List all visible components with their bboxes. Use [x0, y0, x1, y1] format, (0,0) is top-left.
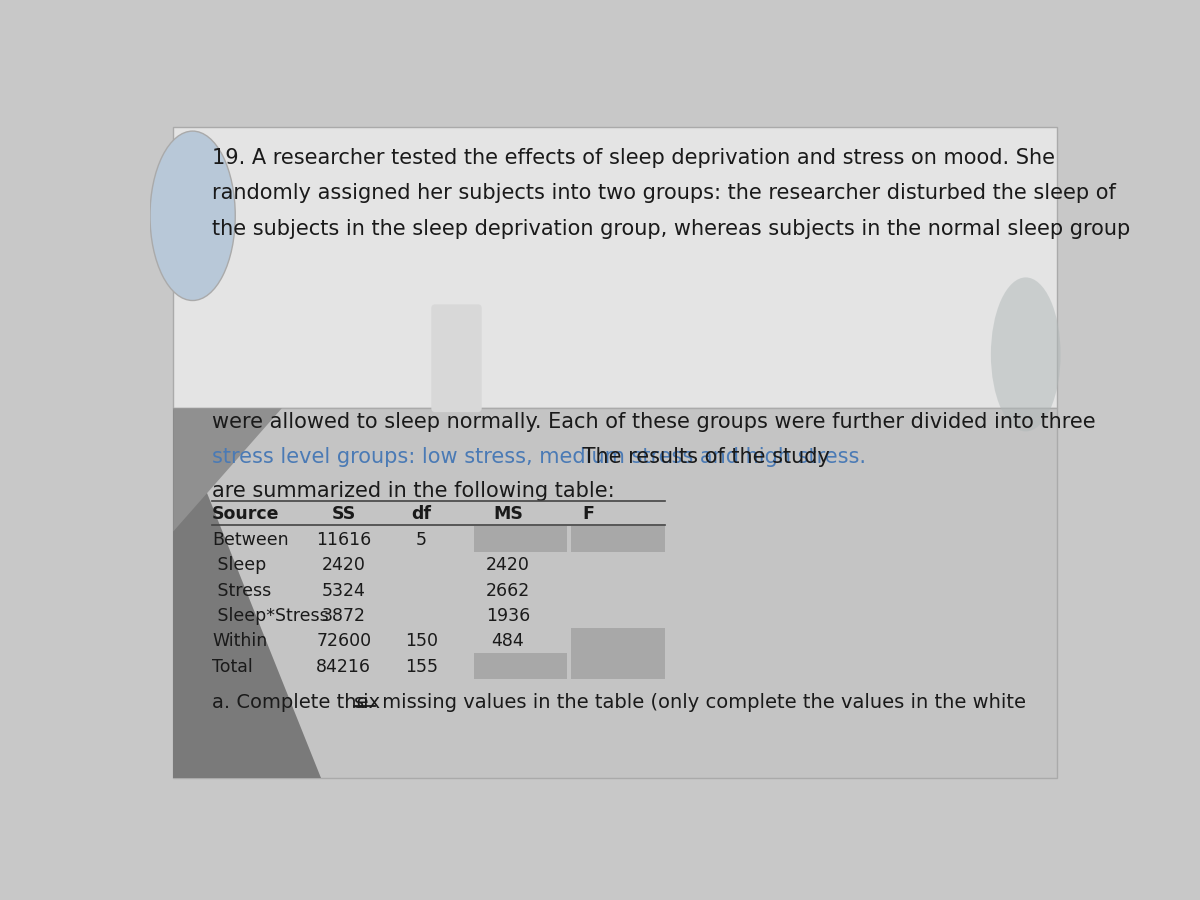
- Text: a. Complete the: a. Complete the: [212, 693, 374, 712]
- Bar: [474, 526, 566, 552]
- Text: were allowed to sleep normally. Each of these groups were further divided into t: were allowed to sleep normally. Each of …: [212, 412, 1096, 432]
- Polygon shape: [173, 409, 320, 778]
- Bar: [571, 526, 665, 552]
- Text: six: six: [354, 693, 380, 712]
- Text: 84216: 84216: [317, 658, 371, 676]
- Text: 5: 5: [415, 531, 427, 549]
- Text: 1936: 1936: [486, 607, 530, 625]
- Bar: [474, 653, 566, 679]
- Text: 150: 150: [404, 633, 438, 651]
- Text: The results of the study: The results of the study: [576, 446, 830, 467]
- Text: missing values in the table (only complete the values in the white: missing values in the table (only comple…: [377, 693, 1026, 712]
- Text: randomly assigned her subjects into two groups: the researcher disturbed the sle: randomly assigned her subjects into two …: [212, 184, 1116, 203]
- Ellipse shape: [150, 131, 235, 301]
- Bar: [571, 628, 665, 653]
- Text: 484: 484: [492, 633, 524, 651]
- Text: 155: 155: [404, 658, 438, 676]
- Bar: [173, 409, 1057, 778]
- Text: SS: SS: [331, 505, 356, 523]
- Text: 2420: 2420: [486, 556, 530, 574]
- Text: stress level groups: low stress, medium stress and high stress.: stress level groups: low stress, medium …: [212, 446, 866, 467]
- Text: 3872: 3872: [322, 607, 366, 625]
- Bar: [173, 127, 1057, 409]
- Text: Sleep*Stress: Sleep*Stress: [212, 607, 329, 625]
- Text: Within: Within: [212, 633, 268, 651]
- Text: 2420: 2420: [322, 556, 366, 574]
- Text: MS: MS: [493, 505, 523, 523]
- Ellipse shape: [991, 277, 1061, 431]
- Text: 11616: 11616: [316, 531, 371, 549]
- FancyBboxPatch shape: [431, 304, 481, 412]
- Text: 5324: 5324: [322, 581, 366, 599]
- Polygon shape: [173, 409, 282, 532]
- Text: 19. A researcher tested the effects of sleep deprivation and stress on mood. She: 19. A researcher tested the effects of s…: [212, 148, 1055, 168]
- Bar: [571, 653, 665, 679]
- Text: 2662: 2662: [486, 581, 530, 599]
- Text: Total: Total: [212, 658, 253, 676]
- Text: are summarized in the following table:: are summarized in the following table:: [212, 482, 614, 501]
- Text: F: F: [582, 505, 594, 523]
- Text: Between: Between: [212, 531, 289, 549]
- Text: the subjects in the sleep deprivation group, whereas subjects in the normal slee: the subjects in the sleep deprivation gr…: [212, 219, 1130, 238]
- Text: 72600: 72600: [316, 633, 371, 651]
- Text: df: df: [412, 505, 431, 523]
- Text: Stress: Stress: [212, 581, 271, 599]
- Text: Sleep: Sleep: [212, 556, 266, 574]
- Text: Source: Source: [212, 505, 280, 523]
